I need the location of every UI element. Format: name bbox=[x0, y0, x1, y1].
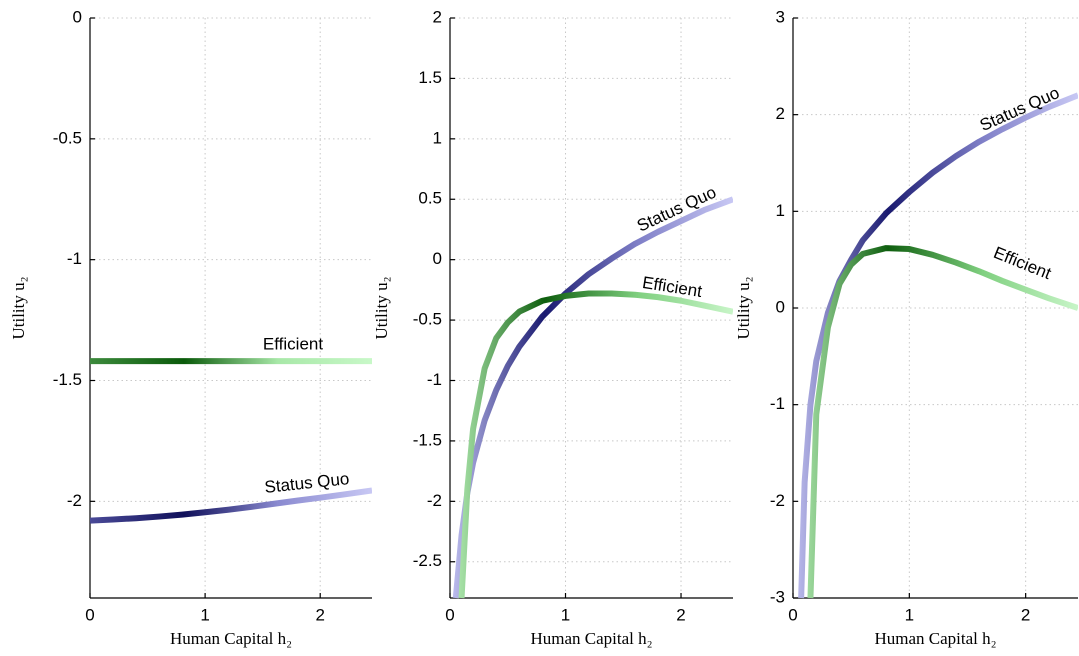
y-tick-label: 0.5 bbox=[418, 189, 442, 208]
x-tick-label: 0 bbox=[445, 605, 454, 624]
y-tick-label: 1 bbox=[433, 128, 442, 147]
y-tick-label: 1 bbox=[776, 201, 785, 220]
x-axis-label: Human Capital h₂ bbox=[874, 629, 996, 648]
x-axis-label: Human Capital h₂ bbox=[530, 629, 652, 648]
x-tick-label: 2 bbox=[315, 605, 324, 624]
x-tick-label: 2 bbox=[1021, 605, 1030, 624]
y-tick-label: -1 bbox=[67, 249, 82, 268]
y-tick-label: 2 bbox=[776, 104, 785, 123]
x-tick-label: 1 bbox=[561, 605, 570, 624]
y-axis-label: Utility u₂ bbox=[9, 276, 28, 339]
y-tick-label: -1.5 bbox=[53, 370, 82, 389]
y-axis-label: Utility u₂ bbox=[734, 276, 753, 339]
y-tick-label: -2 bbox=[67, 491, 82, 510]
y-tick-label: -0.5 bbox=[413, 310, 442, 329]
y-tick-label: -1 bbox=[770, 394, 785, 413]
y-tick-label: -2 bbox=[427, 491, 442, 510]
x-tick-label: 2 bbox=[676, 605, 685, 624]
y-tick-label: -1 bbox=[427, 370, 442, 389]
y-tick-label: -0.5 bbox=[53, 128, 82, 147]
series-line bbox=[458, 290, 733, 599]
series-line bbox=[798, 92, 1078, 599]
y-tick-label: 0 bbox=[73, 7, 82, 26]
x-axis-label: Human Capital h₂ bbox=[170, 629, 292, 648]
panel: -2.5 -2 -1.5 -1 -0.5 0 0.5 1 1.5 2 0 1 2 Human Capita… bbox=[372, 7, 733, 648]
y-tick-label: 2 bbox=[433, 7, 442, 26]
x-tick-label: 1 bbox=[905, 605, 914, 624]
y-axis-label: Utility u₂ bbox=[372, 276, 391, 339]
y-tick-label: -3 bbox=[770, 587, 785, 606]
x-tick-label: 0 bbox=[85, 605, 94, 624]
series-line bbox=[807, 245, 1078, 599]
x-tick-label: 0 bbox=[788, 605, 797, 624]
y-tick-label: -2 bbox=[770, 491, 785, 510]
y-tick-label: -1.5 bbox=[413, 430, 442, 449]
x-tick-label: 1 bbox=[200, 605, 209, 624]
series-line bbox=[90, 487, 372, 524]
series-label: Efficient bbox=[263, 334, 323, 353]
y-tick-label: 1.5 bbox=[418, 68, 442, 87]
series-line bbox=[452, 196, 733, 599]
y-tick-label: -2.5 bbox=[413, 551, 442, 570]
y-tick-label: 0 bbox=[433, 249, 442, 268]
panel: -2 -1.5 -1 -0.5 0 0 1 2 Human Capital h₂ Utility … bbox=[9, 7, 372, 648]
y-tick-label: 0 bbox=[776, 297, 785, 316]
y-tick-label: 3 bbox=[776, 7, 785, 26]
